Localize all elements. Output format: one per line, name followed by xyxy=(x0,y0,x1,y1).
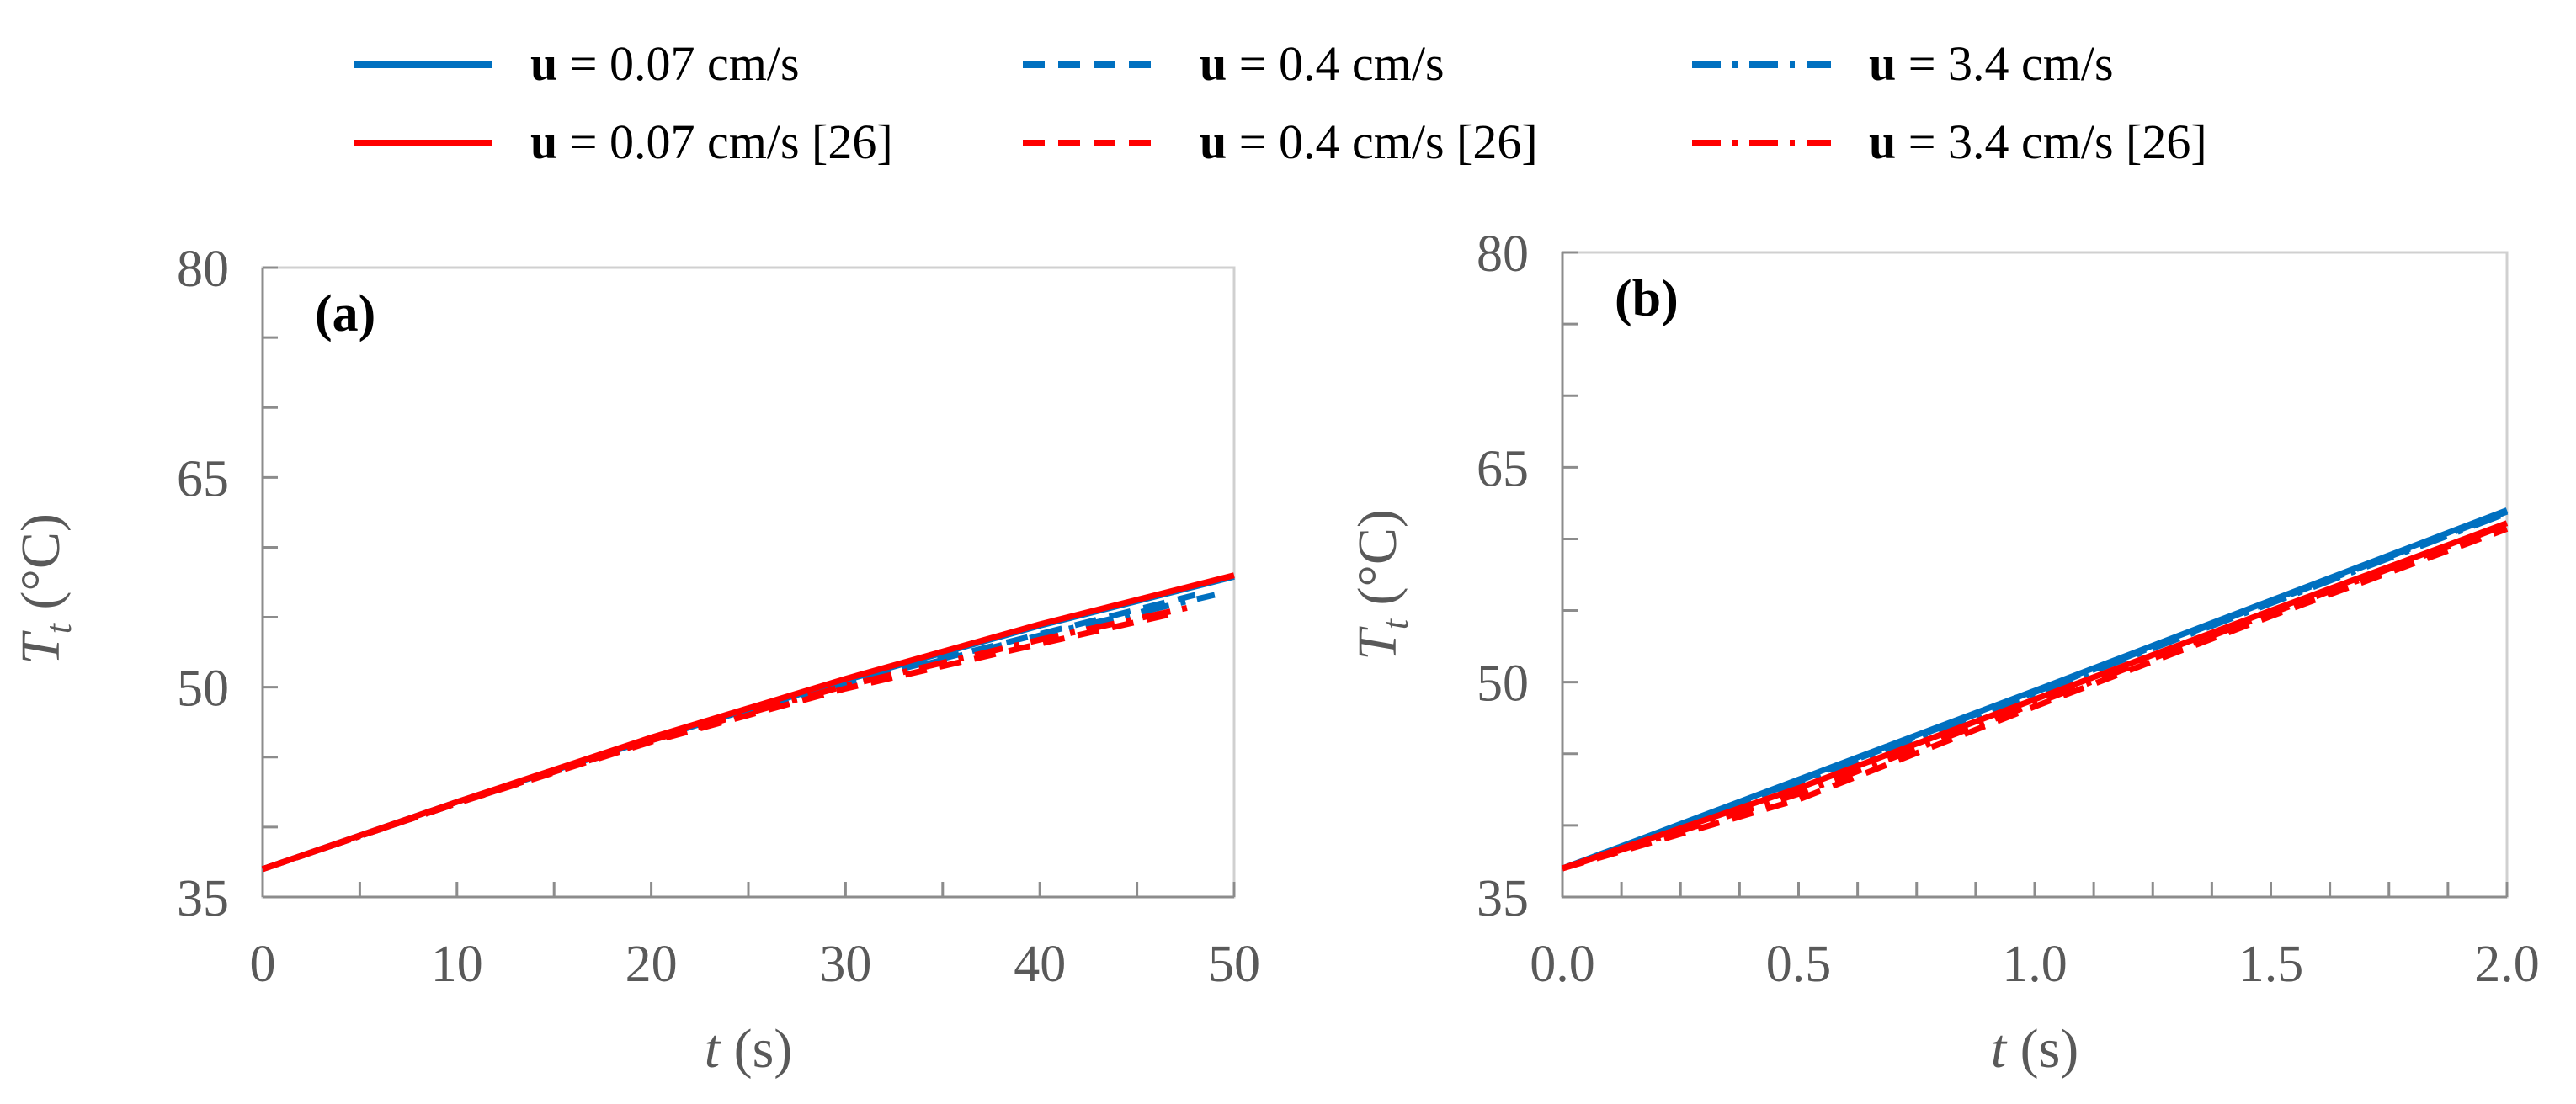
y-tick-label: 65 xyxy=(1477,440,1529,497)
y-tick-label: 80 xyxy=(177,241,229,298)
x-tick-label: 10 xyxy=(431,936,483,993)
x-tick-label: 50 xyxy=(1208,936,1260,993)
y-axis-subscript: t xyxy=(1375,618,1416,629)
legend-label-text: = 0.4 cm/s [26] xyxy=(1227,114,1537,169)
x-tick-label: 0.0 xyxy=(1530,936,1595,993)
series-line xyxy=(1561,508,2509,872)
legend: u = 0.07 cm/s u = 0.4 cm/s u = 3.4 cm/su =… xyxy=(354,36,2207,169)
y-axis-unit: (°C) xyxy=(10,513,72,624)
legend-velocity-symbol: u xyxy=(530,114,557,169)
x-tick-label: 20 xyxy=(625,936,678,993)
series-line xyxy=(261,592,1216,873)
legend-label: u = 0.4 cm/s [26] xyxy=(1200,114,1538,169)
x-axis-unit: (s) xyxy=(2006,1018,2078,1080)
y-tick-label: 50 xyxy=(1477,656,1529,713)
legend-label-text: = 0.07 cm/s [26] xyxy=(557,114,892,169)
x-axis-variable: t xyxy=(705,1018,721,1080)
legend-label: u = 0.4 cm/s xyxy=(1200,36,1445,91)
series-line xyxy=(261,592,1196,873)
legend-entry: u = 0.07 cm/s [26] xyxy=(354,114,893,169)
legend-entry: u = 3.4 cm/s xyxy=(1692,36,2114,91)
legend-label-text: = 0.07 cm/s xyxy=(557,36,799,91)
y-axis-subscript: t xyxy=(38,622,79,634)
plot-area-border xyxy=(261,266,1236,899)
x-axis-variable: t xyxy=(1991,1018,2008,1080)
chart-panel: 0 10 20 30 40 50 35 50 65 80 t (s) Tt (°C) (a) xyxy=(10,241,1260,1080)
x-tick-label: 0.5 xyxy=(1766,936,1832,993)
legend-label-text: = 0.4 cm/s xyxy=(1227,36,1444,91)
x-tick-label: 1.5 xyxy=(2238,936,2304,993)
panel-label: (b) xyxy=(1615,270,1679,327)
y-axis-unit: (°C) xyxy=(1347,509,1408,619)
legend-velocity-symbol: u xyxy=(1869,114,1896,169)
series-line xyxy=(261,602,1196,873)
x-axis-title: t (s) xyxy=(1991,1018,2079,1080)
chart-panel: 0.0 0.5 1.0 1.5 2.0 35 50 65 80 t (s) Tt (°C) (b) xyxy=(1347,226,2540,1080)
legend-entry: u = 0.4 cm/s [26] xyxy=(1023,114,1538,169)
y-tick-label: 35 xyxy=(1477,870,1529,927)
x-axis-title: t (s) xyxy=(705,1018,793,1080)
legend-label-text: = 3.4 cm/s [26] xyxy=(1896,114,2206,169)
x-tick-label: 2.0 xyxy=(2474,936,2540,993)
legend-label-text: = 3.4 cm/s xyxy=(1896,36,2113,91)
x-tick-label: 40 xyxy=(1014,936,1066,993)
chart-panels: 0 10 20 30 40 50 35 50 65 80 t (s) Tt (°C) (a) 0.0 0.5… xyxy=(10,226,2540,1080)
panel-label: (a) xyxy=(315,285,375,342)
y-tick-label: 35 xyxy=(177,870,229,927)
x-tick-label: 30 xyxy=(819,936,871,993)
x-tick-label: 0 xyxy=(250,936,276,993)
legend-entry: u = 3.4 cm/s [26] xyxy=(1692,114,2207,169)
y-axis-variable: T xyxy=(10,630,72,665)
series-line xyxy=(1561,522,2509,872)
legend-entry: u = 0.07 cm/s xyxy=(354,36,800,91)
y-axis-title: Tt (°C) xyxy=(1347,509,1416,661)
legend-velocity-symbol: u xyxy=(1200,36,1227,91)
y-axis-title: Tt (°C) xyxy=(10,513,79,665)
series-line xyxy=(261,610,1177,873)
legend-velocity-symbol: u xyxy=(1200,114,1227,169)
legend-label: u = 0.07 cm/s xyxy=(530,36,800,91)
legend-label: u = 0.07 cm/s [26] xyxy=(530,114,893,169)
y-tick-label: 80 xyxy=(1477,226,1529,283)
series-line xyxy=(261,572,1235,873)
y-tick-label: 65 xyxy=(177,450,229,507)
legend-label: u = 3.4 cm/s xyxy=(1869,36,2114,91)
legend-entry: u = 0.4 cm/s xyxy=(1023,36,1445,91)
x-axis-unit: (s) xyxy=(720,1018,792,1080)
legend-velocity-symbol: u xyxy=(1869,36,1896,91)
series-line xyxy=(1561,520,2509,872)
legend-label: u = 3.4 cm/s [26] xyxy=(1869,114,2207,169)
y-axis-variable: T xyxy=(1347,626,1408,661)
y-tick-label: 50 xyxy=(177,661,229,718)
legend-velocity-symbol: u xyxy=(530,36,557,91)
x-tick-label: 1.0 xyxy=(2002,936,2068,993)
